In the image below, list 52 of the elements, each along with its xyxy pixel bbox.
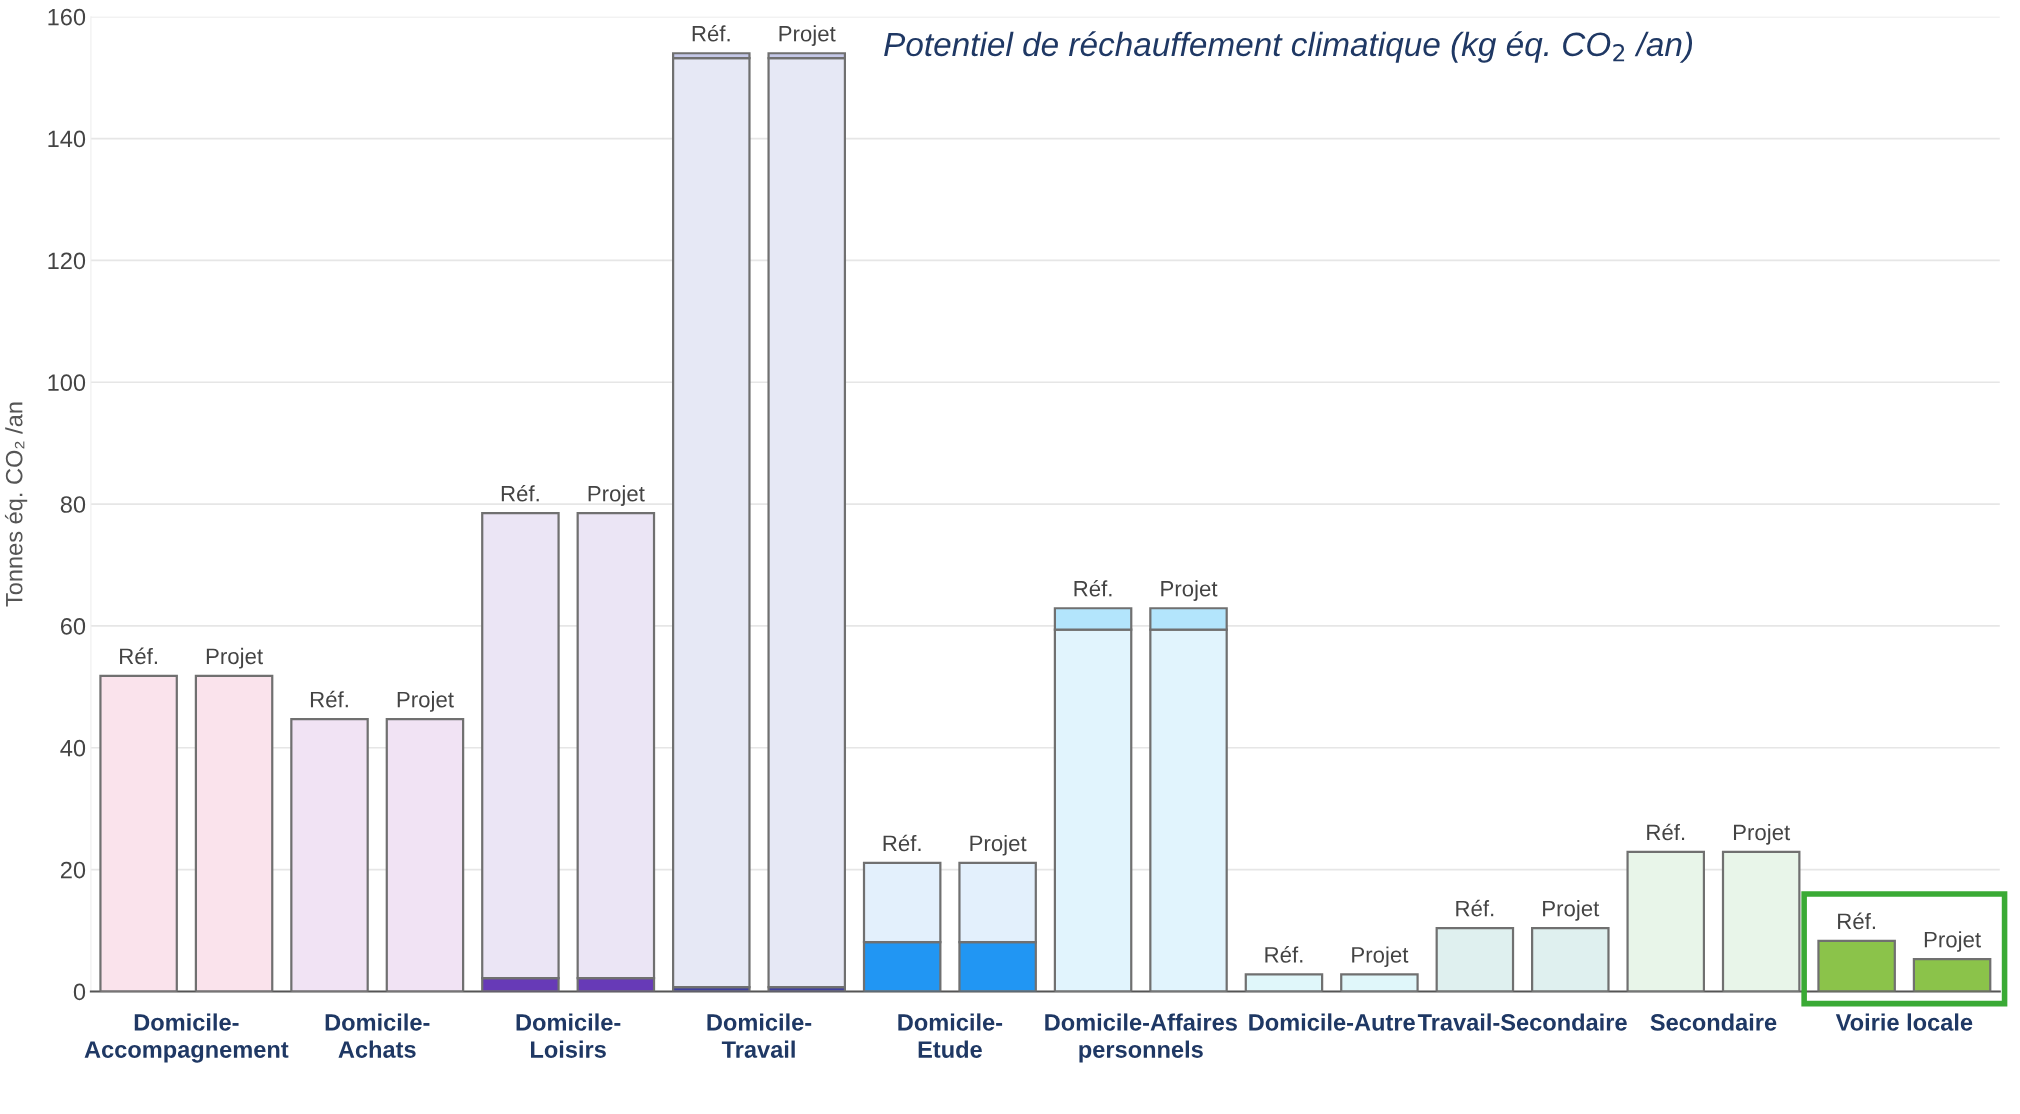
y-tick-label: 160	[48, 8, 86, 26]
data-label: Réf.	[883, 834, 921, 852]
y-tick-label: 20	[60, 861, 86, 879]
text: Domicile- Loisirs	[516, 1013, 621, 1058]
data-label: Projet	[1924, 931, 1981, 952]
data-label: Projet	[1543, 900, 1600, 921]
data-label: Projet	[397, 691, 454, 712]
bar	[290, 718, 369, 992]
y-tick-label: 120	[48, 252, 86, 270]
data-label: Projet	[206, 647, 263, 669]
text: Voirie locale	[1835, 1013, 1973, 1031]
y-axis-title: Tonnes éq. CO₂ /an	[4, 402, 28, 607]
bar	[1244, 973, 1324, 992]
data-label: Projet	[970, 834, 1027, 856]
data-label: Réf.	[1647, 823, 1685, 841]
data-label: Réf.	[1074, 579, 1112, 597]
bar	[1531, 926, 1610, 992]
text: Travail-Secondaire	[1417, 1013, 1627, 1031]
y-tick-label: 100	[48, 374, 86, 392]
chart-title: Potentiel de réchauffement climatique (kg éq. CO$_{2}$ /an)	[884, 31, 1693, 63]
bar	[1435, 926, 1515, 992]
bar	[99, 674, 178, 992]
text: Secondaire	[1650, 1013, 1777, 1031]
text: Domicile- Achats	[325, 1013, 430, 1058]
data-label: Réf.	[120, 647, 157, 665]
y-tick-label: 60	[60, 618, 86, 635]
text: Domicile-Autre	[1249, 1013, 1415, 1031]
data-label: Réf.	[1456, 899, 1494, 917]
y-tick-label: 80	[60, 496, 86, 513]
text: Domicile- Accompagnement	[84, 1013, 289, 1063]
data-label: Projet	[1733, 823, 1791, 845]
data-label: Réf.	[1838, 912, 1875, 930]
data-label: Réf.	[310, 690, 348, 708]
bar	[1817, 939, 1896, 992]
y-tick-label: 0	[73, 983, 86, 1001]
y-tick-label: 40	[60, 739, 86, 757]
bar	[194, 674, 274, 992]
bar	[1626, 850, 1706, 992]
bar	[1912, 958, 1992, 992]
data-label: Projet	[588, 485, 645, 506]
data-label: Réf.	[1265, 946, 1303, 963]
data-label: Réf.	[692, 24, 730, 42]
data-label: Projet	[1161, 580, 1218, 601]
y-tick-label: 140	[48, 130, 86, 148]
text: Domicile- Etude	[898, 1013, 1003, 1058]
bar	[385, 718, 465, 992]
data-label: Projet	[779, 25, 836, 46]
data-label: Réf.	[501, 484, 539, 502]
bar	[1340, 973, 1419, 992]
text: Domicile-Affaires personnels	[1045, 1013, 1237, 1063]
data-label: Projet	[1352, 946, 1409, 968]
text: Domicile- Travail	[707, 1013, 812, 1058]
